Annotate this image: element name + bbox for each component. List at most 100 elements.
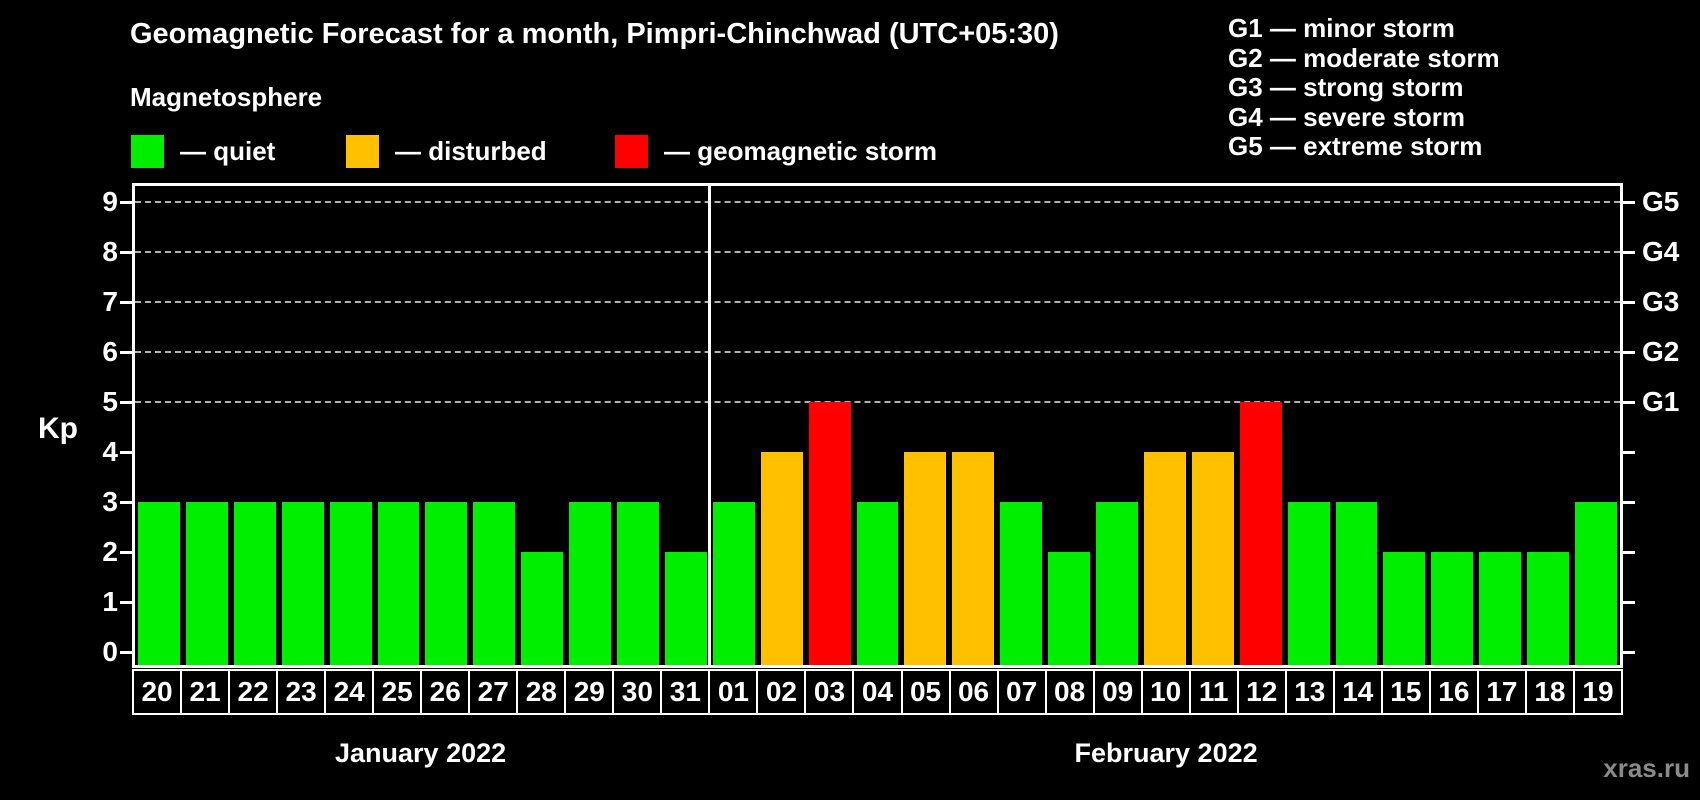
y-axis-tick-left-2 (120, 551, 132, 554)
kp-bar-day-14 (1335, 502, 1378, 665)
month-label-february: February 2022 (1074, 738, 1258, 768)
y-axis-tick-label-9: 9 (102, 186, 118, 217)
day-label-cell-09: 09 (1092, 669, 1143, 715)
kp-bar-day-30 (617, 502, 659, 665)
day-label-cell-01: 01 (708, 669, 759, 715)
kp-bar-day-29 (569, 502, 612, 665)
g-scale-label-g5: G5 (1642, 186, 1680, 217)
grid-line-kp-8 (135, 251, 1620, 253)
day-label-cell-16: 16 (1428, 669, 1479, 715)
kp-bar-day-13 (1287, 502, 1330, 665)
kp-bar-day-23 (281, 502, 324, 665)
kp-bar-day-07 (1000, 502, 1043, 665)
g-scale-legend: G1 — minor storm G2 — moderate storm G3 … (1228, 13, 1500, 162)
y-axis-tick-left-9 (120, 201, 132, 204)
disturbed-color-swatch (346, 134, 379, 168)
g3-legend-line: G3 — strong storm (1228, 72, 1464, 102)
kp-bar-day-20 (138, 502, 180, 665)
y-axis-tick-left-7 (120, 301, 132, 304)
day-label-cell-13: 13 (1284, 669, 1335, 715)
y-axis-tick-right-8 (1623, 251, 1635, 254)
plot-inner (135, 186, 1620, 665)
day-label-cell-30: 30 (612, 669, 663, 715)
chart-subtitle: Magnetosphere (130, 82, 323, 112)
y-axis-title: Kp (38, 412, 78, 445)
day-label-cell-18: 18 (1524, 669, 1575, 715)
y-axis-tick-label-5: 5 (102, 386, 118, 417)
y-axis-tick-right-9 (1623, 201, 1635, 204)
kp-bar-day-22 (233, 502, 276, 665)
y-axis-tick-right-1 (1623, 601, 1635, 604)
y-axis-tick-label-1: 1 (102, 586, 118, 617)
legend-label-quiet: — quiet (180, 135, 276, 166)
watermark-text: xras.ru (1603, 753, 1690, 783)
y-axis-tick-left-0 (120, 651, 132, 654)
kp-bar-day-25 (377, 502, 420, 665)
kp-bar-day-26 (425, 502, 468, 665)
legend-item-storm: — geomagnetic storm (615, 134, 937, 168)
storm-color-swatch (615, 134, 648, 168)
legend-label-storm: — geomagnetic storm (664, 135, 938, 166)
day-label-cell-29: 29 (564, 669, 615, 715)
y-axis-tick-label-3: 3 (102, 486, 118, 517)
day-label-cell-19: 19 (1572, 669, 1623, 715)
day-label-cell-06: 06 (948, 669, 999, 715)
kp-bar-day-11 (1191, 452, 1234, 665)
month-label-january: January 2022 (335, 738, 507, 768)
kp-bar-day-03 (808, 402, 851, 665)
kp-bar-day-17 (1479, 552, 1522, 665)
day-label-cell-25: 25 (372, 669, 423, 715)
g-scale-label-g2: G2 (1642, 336, 1680, 367)
y-axis-tick-label-6: 6 (102, 336, 118, 367)
y-axis-tick-label-0: 0 (102, 636, 118, 667)
day-label-cell-21: 21 (180, 669, 231, 715)
kp-bar-day-15 (1383, 552, 1426, 665)
g2-legend-line: G2 — moderate storm (1228, 42, 1500, 73)
day-label-cell-11: 11 (1188, 669, 1239, 715)
y-axis-tick-right-2 (1623, 551, 1635, 554)
y-axis-tick-right-4 (1623, 451, 1635, 454)
g4-legend-line: G4 — severe storm (1228, 101, 1466, 132)
day-label-cell-03: 03 (804, 669, 855, 715)
kp-bar-day-19 (1575, 502, 1617, 665)
kp-bar-day-31 (664, 552, 707, 665)
quiet-color-swatch (131, 134, 164, 168)
kp-bar-day-08 (1048, 552, 1091, 665)
y-axis-tick-left-5 (120, 401, 132, 404)
kp-bar-day-12 (1239, 402, 1282, 665)
y-axis-tick-label-8: 8 (102, 236, 118, 267)
kp-bar-day-02 (760, 452, 803, 665)
day-axis: 20 21 22 23 24 25 26 27 28 29 30 31 01 02 03 04 05 06 07 08… (132, 669, 1623, 715)
day-label-cell-10: 10 (1140, 669, 1191, 715)
kp-bar-day-05 (904, 452, 947, 665)
kp-bar-day-28 (521, 552, 564, 665)
y-axis-tick-left-1 (120, 601, 132, 604)
kp-bar-day-21 (185, 502, 228, 665)
y-axis-tick-left-8 (120, 251, 132, 254)
legend-label-disturbed: — disturbed (395, 135, 547, 166)
y-axis-tick-label-2: 2 (102, 536, 118, 567)
plot-area (132, 183, 1623, 668)
kp-bar-day-10 (1143, 452, 1186, 665)
g-scale-label-g4: G4 (1642, 236, 1680, 267)
y-axis-tick-left-6 (120, 351, 132, 354)
grid-line-kp-5 (135, 401, 1620, 403)
y-axis-tick-label-4: 4 (102, 436, 118, 467)
day-label-cell-14: 14 (1332, 669, 1383, 715)
day-label-cell-07: 07 (996, 669, 1047, 715)
day-label-cell-26: 26 (420, 669, 471, 715)
kp-bar-day-01 (712, 502, 755, 665)
grid-line-kp-7 (135, 301, 1620, 303)
grid-line-kp-6 (135, 351, 1620, 353)
g-scale-label-g1: G1 (1642, 386, 1680, 417)
kp-bar-day-04 (856, 502, 899, 665)
day-label-cell-28: 28 (516, 669, 567, 715)
day-label-cell-20: 20 (132, 669, 183, 715)
day-label-cell-17: 17 (1476, 669, 1527, 715)
kp-bar-day-06 (952, 452, 995, 665)
g1-legend-line: G1 — minor storm (1228, 13, 1455, 43)
y-axis-tick-right-5 (1623, 401, 1635, 404)
legend-item-quiet: — quiet (131, 134, 275, 168)
g-scale-label-g3: G3 (1642, 286, 1680, 317)
